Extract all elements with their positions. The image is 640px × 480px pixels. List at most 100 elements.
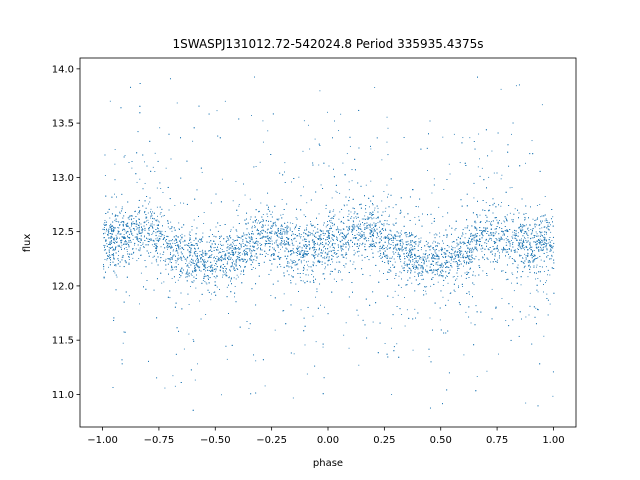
data-point — [490, 235, 492, 236]
data-point — [105, 239, 107, 241]
data-point — [179, 245, 181, 247]
data-point — [135, 248, 137, 250]
data-point — [354, 252, 356, 254]
data-point — [117, 227, 119, 229]
data-point — [159, 253, 161, 255]
data-point — [395, 222, 397, 224]
data-point — [383, 230, 384, 231]
data-point — [329, 229, 331, 231]
data-point — [351, 229, 353, 231]
data-point — [342, 162, 344, 164]
data-point — [546, 293, 548, 295]
data-point — [353, 249, 355, 251]
data-point — [300, 309, 302, 311]
data-point — [128, 240, 130, 242]
data-point — [334, 214, 336, 216]
data-point — [180, 235, 181, 237]
data-point — [420, 256, 422, 258]
data-point — [306, 269, 308, 271]
data-point — [166, 241, 168, 243]
data-point — [312, 261, 314, 263]
data-point — [306, 202, 308, 204]
data-point — [503, 239, 505, 241]
data-point — [164, 387, 166, 389]
data-point — [371, 240, 373, 242]
data-point — [414, 236, 416, 238]
data-point — [116, 221, 118, 222]
data-point — [328, 237, 330, 239]
data-point — [395, 245, 397, 247]
data-point — [252, 245, 254, 247]
data-point — [493, 172, 495, 174]
data-point — [121, 208, 123, 210]
data-point — [519, 255, 521, 257]
data-point — [464, 227, 466, 229]
data-point — [199, 255, 200, 257]
data-point — [236, 230, 238, 232]
data-point — [234, 296, 235, 298]
data-point — [255, 242, 257, 244]
data-point — [475, 233, 477, 235]
data-point — [137, 213, 139, 215]
data-point — [154, 171, 156, 172]
data-point — [110, 228, 112, 230]
data-point — [453, 253, 455, 255]
data-point — [198, 267, 200, 269]
data-point — [137, 227, 139, 229]
data-point — [170, 221, 172, 223]
data-point — [204, 270, 206, 272]
data-point — [460, 246, 461, 248]
data-point — [539, 204, 541, 206]
data-point — [464, 272, 466, 274]
data-point — [394, 236, 396, 238]
data-point — [256, 222, 258, 224]
data-point — [391, 257, 393, 259]
data-point — [332, 261, 334, 263]
data-point — [115, 220, 117, 222]
data-point — [305, 227, 307, 229]
data-point — [522, 241, 524, 243]
data-point — [345, 257, 347, 259]
data-point — [177, 254, 179, 256]
data-point — [422, 268, 424, 270]
data-point — [259, 161, 261, 163]
data-point — [283, 293, 285, 295]
data-point — [416, 260, 418, 262]
data-point — [218, 252, 220, 254]
data-point — [385, 207, 387, 209]
data-point — [132, 235, 134, 237]
data-point — [315, 296, 317, 298]
data-point — [170, 228, 172, 229]
data-point — [149, 225, 151, 227]
data-point — [219, 241, 221, 243]
data-point — [330, 251, 332, 253]
data-point — [237, 248, 239, 249]
data-point — [370, 148, 372, 150]
data-point — [210, 256, 212, 258]
data-point — [163, 281, 165, 283]
data-point — [541, 231, 543, 233]
data-point — [141, 227, 142, 228]
data-point — [442, 285, 444, 286]
data-point — [205, 253, 207, 255]
data-point — [439, 232, 440, 234]
data-point — [221, 249, 223, 250]
data-point — [469, 137, 471, 139]
data-point — [456, 262, 458, 264]
data-point — [218, 243, 219, 245]
data-point — [371, 248, 373, 250]
data-point — [388, 239, 389, 241]
data-point — [322, 246, 324, 248]
data-point — [189, 260, 191, 262]
data-point — [262, 219, 264, 221]
data-point — [220, 259, 221, 261]
data-point — [150, 217, 152, 219]
data-point — [416, 266, 418, 268]
data-point — [147, 212, 149, 214]
data-point — [224, 258, 226, 260]
data-point — [165, 268, 167, 270]
data-point — [129, 227, 131, 229]
data-point — [267, 243, 269, 245]
data-point — [203, 275, 205, 277]
data-point — [295, 217, 297, 219]
